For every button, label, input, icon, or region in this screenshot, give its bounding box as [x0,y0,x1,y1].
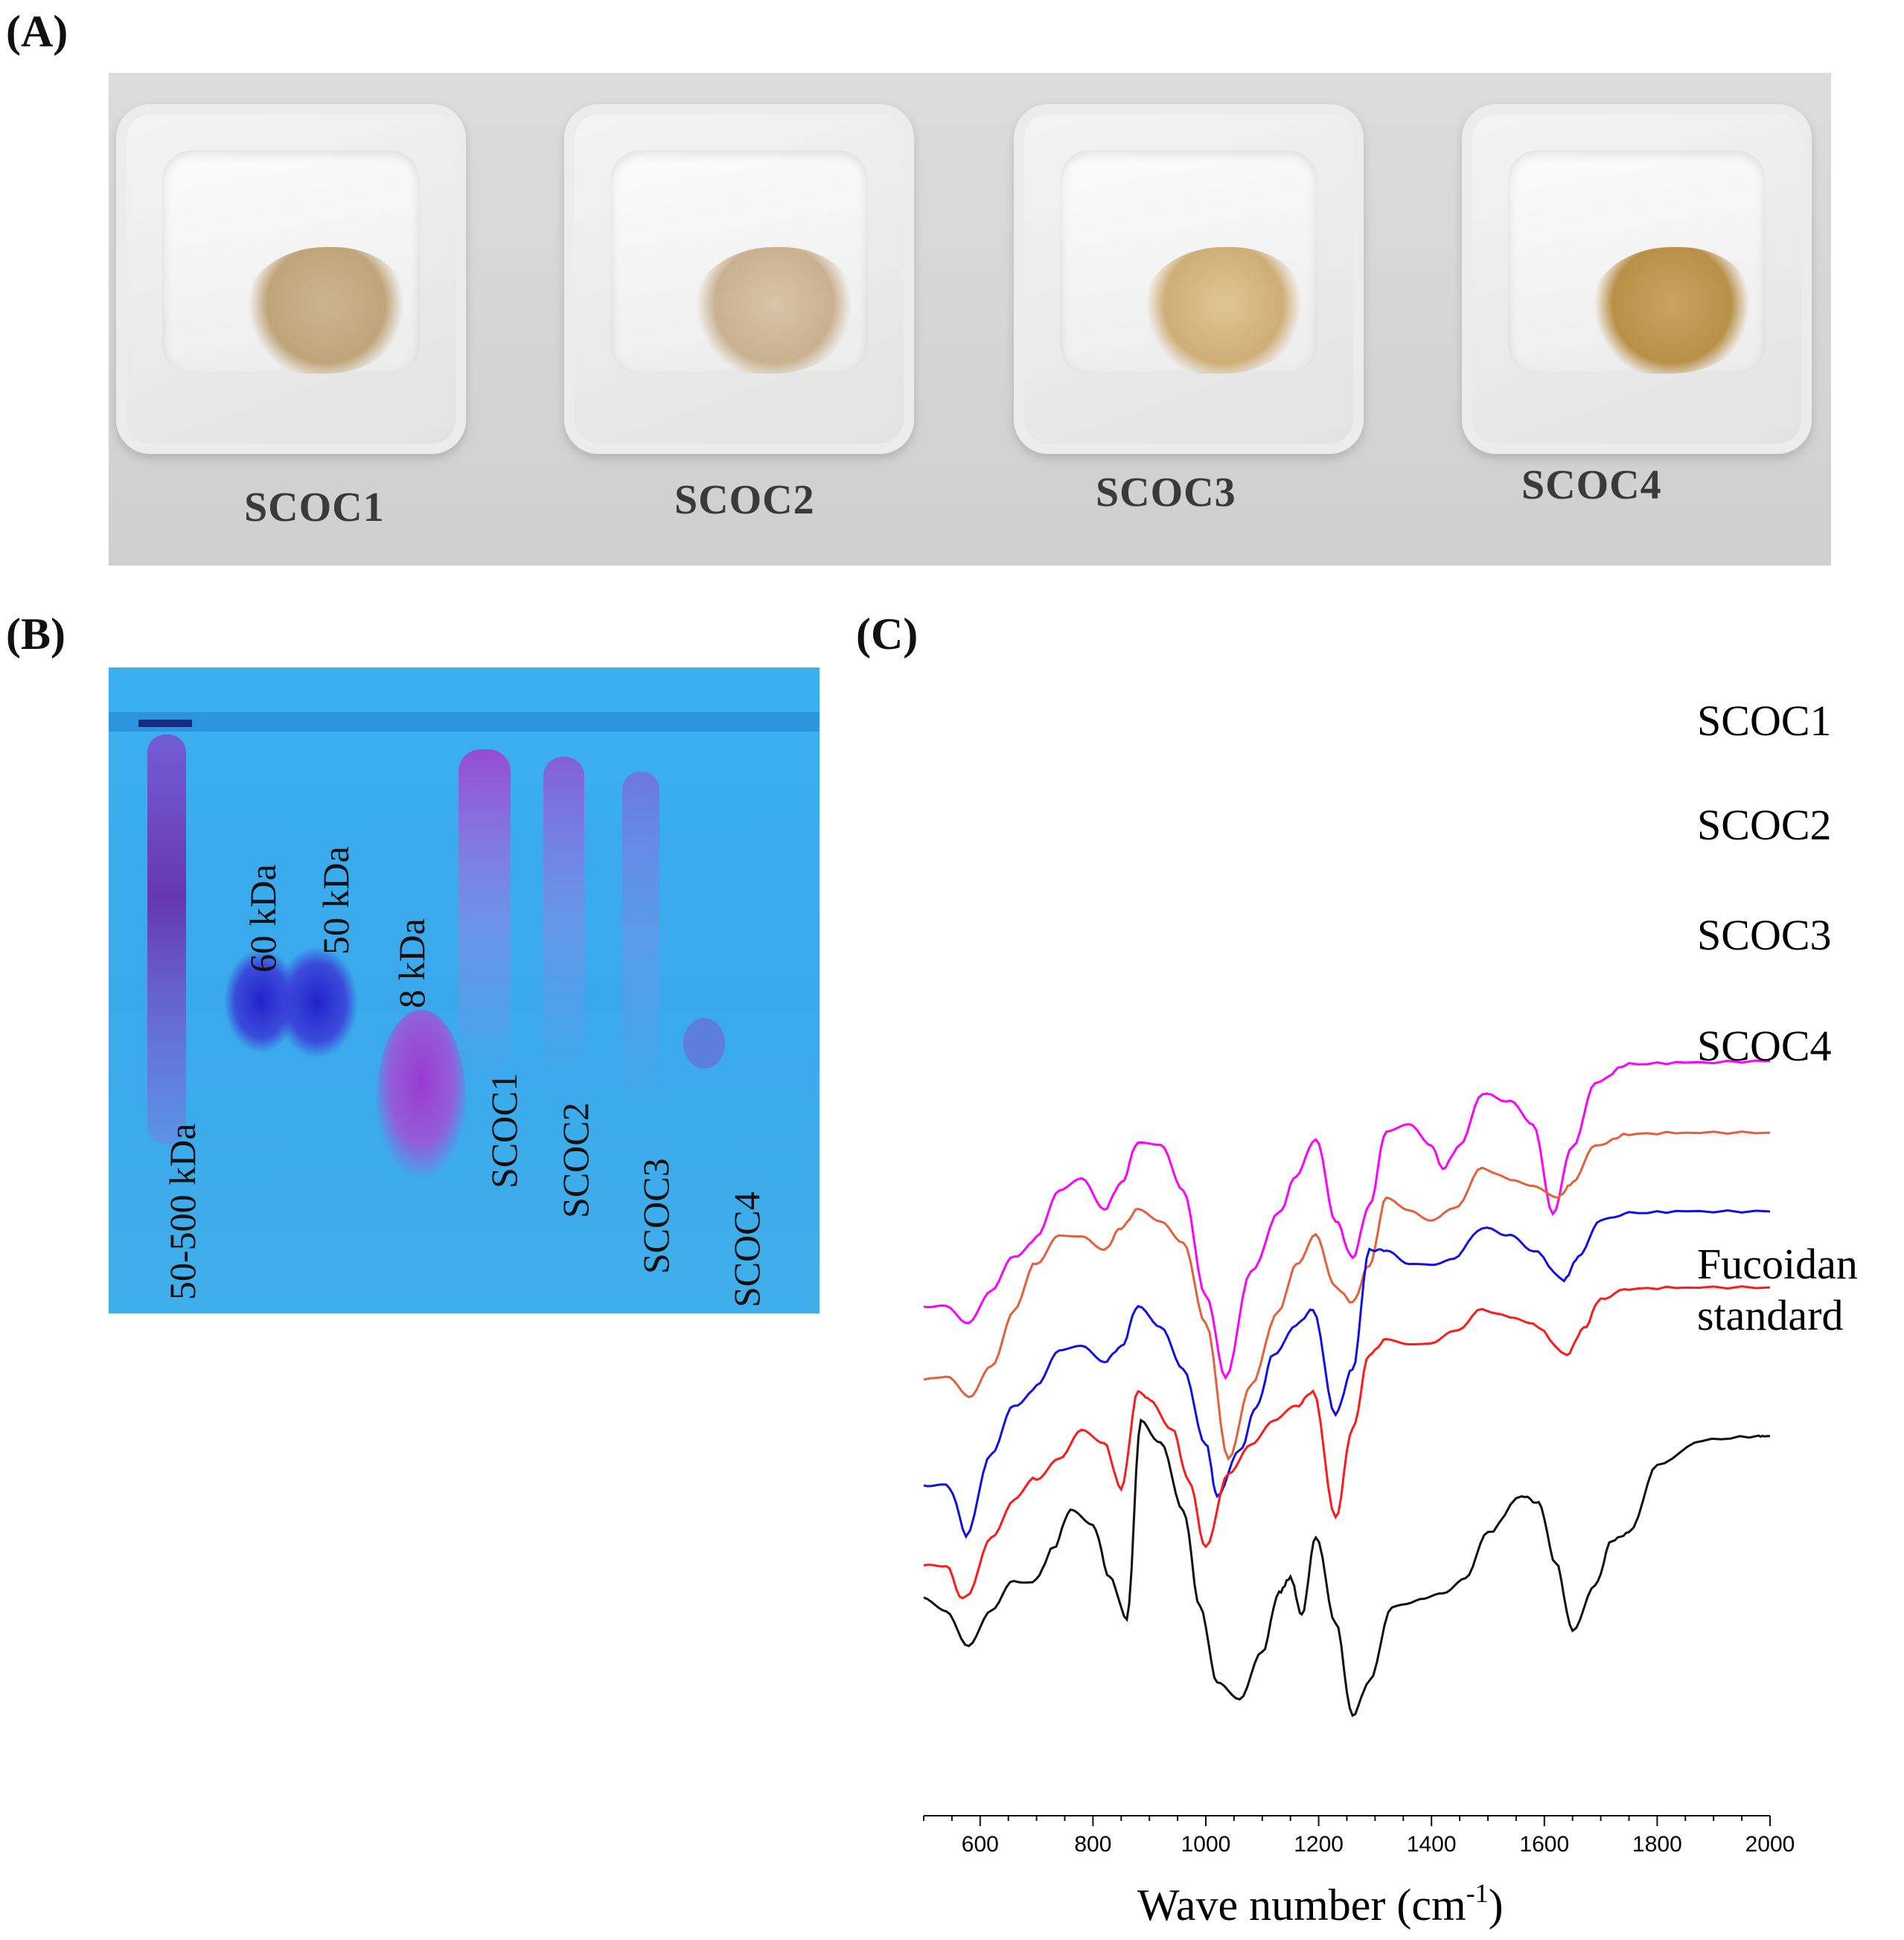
ftir-series [923,1059,1771,1717]
sample-label-3: SCOC3 [1096,470,1236,516]
x-ticks: 600 800 1000 1200 1400 1600 1800 2000 [923,1816,1795,1857]
sample-dish-1 [116,104,466,454]
legend-scoc2: SCOC2 [1697,801,1832,849]
gel-image: 50-500 kDa 60 kDa 50 kDa 8 kDa SCOC1 SCO… [109,668,820,1313]
sample-label-2: SCOC2 [674,477,815,523]
gel-marker-8kda: 8 kDa [391,918,432,1008]
series-line-scoc2 [923,1130,1771,1462]
gel-lane-scoc3: SCOC3 [635,1158,677,1274]
gel-marker-50-500kda: 50-500 kDa [162,1123,203,1300]
panel-c-label: (C) [856,609,919,659]
sample-dish-3 [1014,104,1364,454]
x-tick-label: 800 [1074,1832,1111,1857]
legend-fucoidan: Fucoidan [1697,1240,1858,1288]
legend: SCOC1 SCOC2 SCOC3 SCOC4 Fucoidan standar… [1697,697,1858,1339]
x-tick-label: 2000 [1745,1832,1795,1857]
sample-label-4: SCOC4 [1521,462,1662,508]
legend-scoc4: SCOC4 [1697,1022,1832,1070]
x-tick-label: 1000 [1181,1832,1231,1857]
x-tick-label: 1200 [1294,1832,1344,1857]
panel-a-label: (A) [6,7,68,56]
gel-bands [109,712,820,1188]
sample-photo: SCOC1 SCOC2 SCOC3 SCOC4 [109,73,1831,566]
x-axis-label: Wave number (cm-1) [1137,1878,1504,1930]
x-tick-label: 600 [962,1832,999,1857]
legend-standard: standard [1697,1291,1844,1339]
x-tick-label: 1800 [1632,1832,1682,1857]
ftir-chart: 600 800 1000 1200 1400 1600 1800 2000 SCOC1 SCO… [923,697,1858,1930]
gel-marker-60kda: 60 kDa [242,864,284,973]
sample-dish-4 [1462,104,1812,454]
gel-lane-scoc4: SCOC4 [726,1191,767,1307]
sample-label-1: SCOC1 [244,484,385,531]
series-line-fucoidan-standard [923,1418,1771,1717]
gel-lane-scoc2: SCOC2 [555,1102,596,1218]
series-line-scoc3 [923,1209,1771,1540]
legend-scoc3: SCOC3 [1697,911,1832,959]
series-line-scoc1 [923,1059,1771,1380]
legend-scoc1: SCOC1 [1697,697,1832,745]
gel-lane-scoc1: SCOC1 [483,1072,525,1188]
x-tick-label: 1400 [1407,1832,1457,1857]
gel-marker-50kda: 50 kDa [315,846,357,955]
series-line-scoc4 [923,1285,1771,1600]
sample-dish-2 [564,104,914,454]
panel-b-label: (B) [6,609,66,659]
x-tick-label: 1600 [1519,1832,1569,1857]
